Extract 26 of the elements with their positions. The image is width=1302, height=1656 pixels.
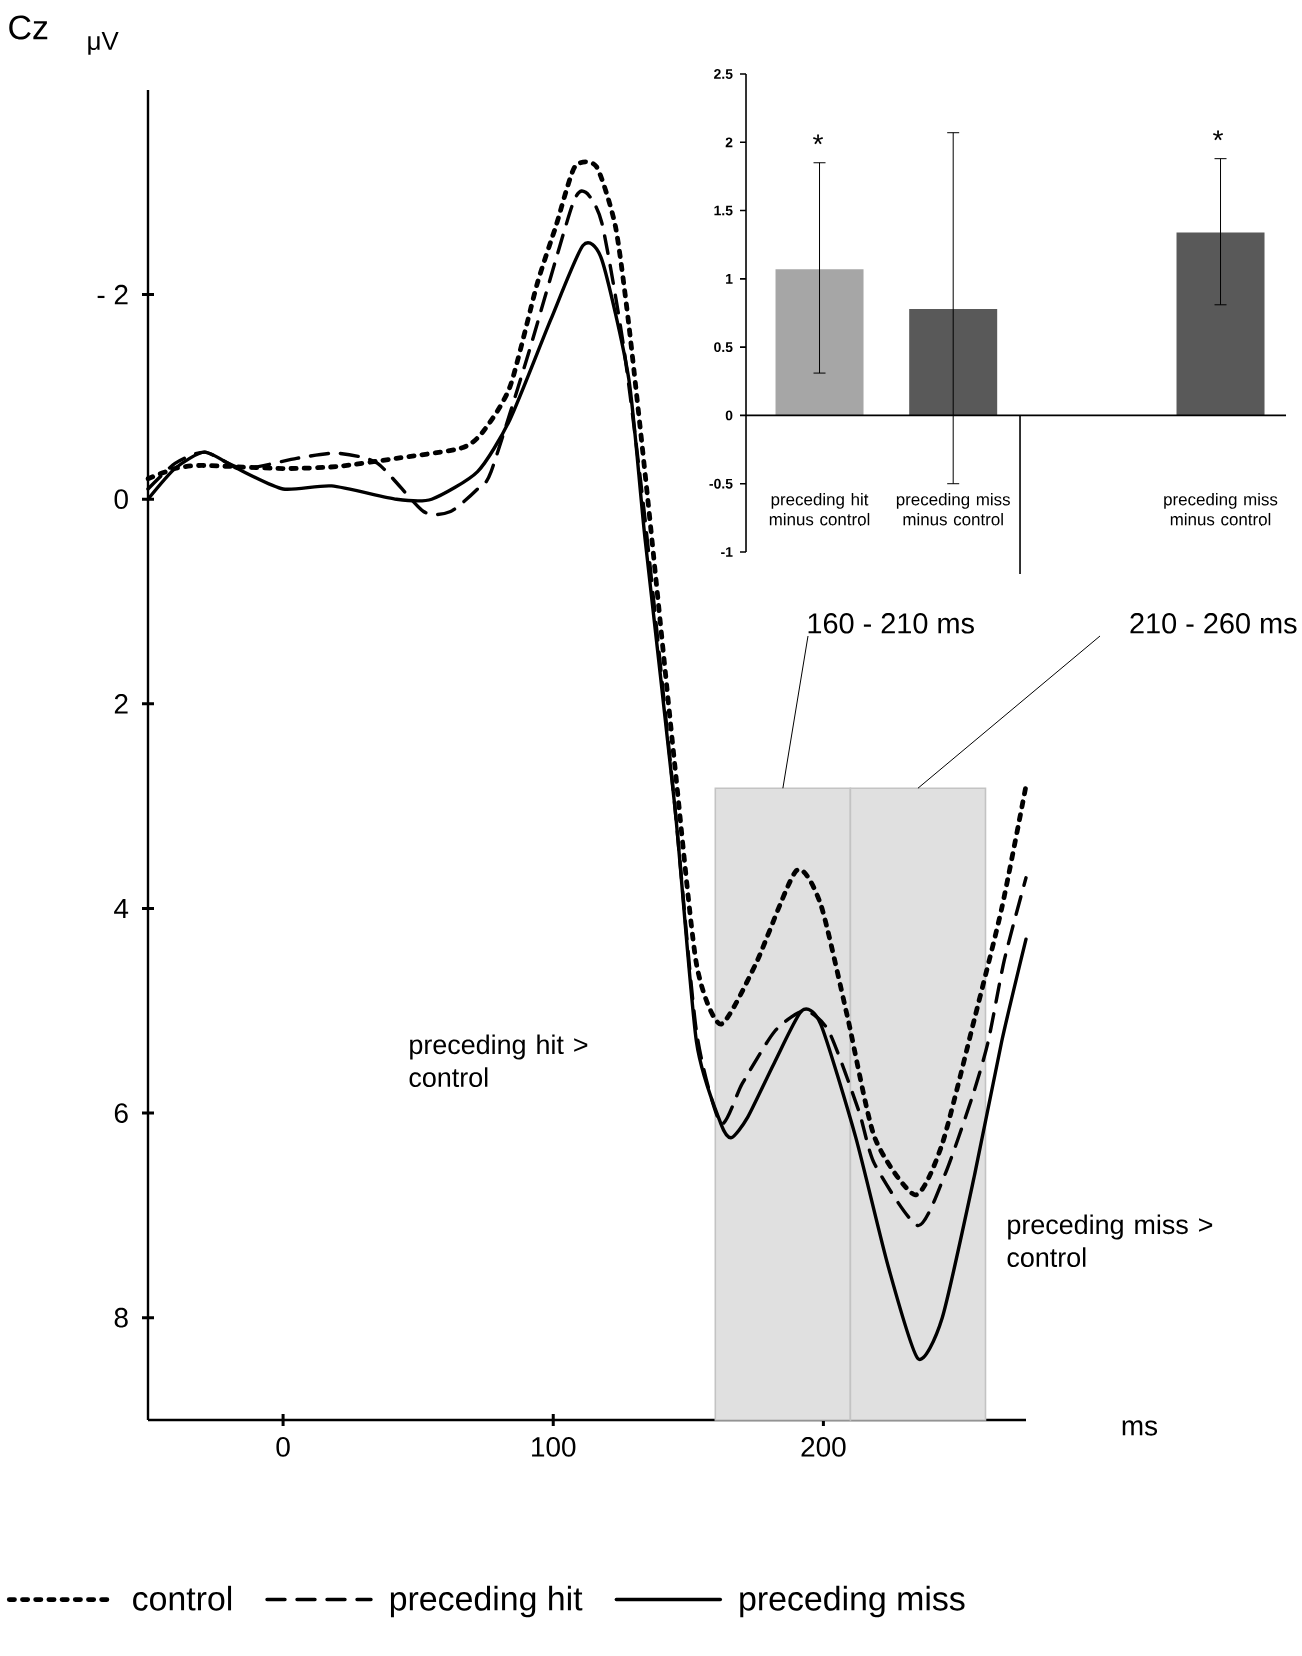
- x-tick-label: 100: [532, 1437, 576, 1457]
- legend-label: preceding hit: [390, 1585, 583, 1618]
- band-label: 210 - 260 ms: [1130, 613, 1297, 634]
- bar: [1176, 232, 1265, 416]
- y-tick-label: 4: [114, 898, 129, 919]
- y-tick-label: - 2: [97, 284, 128, 305]
- y-axis-title: μV: [88, 32, 119, 55]
- annotation: preceding miss > control: [1007, 1214, 1213, 1268]
- x-tick-label: preceding miss minus control: [1164, 493, 1278, 526]
- annotation: preceding hit > control: [409, 1034, 588, 1088]
- x-tick-label: preceding miss minus control: [896, 493, 1010, 526]
- band-label: 160 - 210 ms: [808, 613, 974, 634]
- bar: [909, 308, 998, 416]
- x-tick-label: preceding hit minus control: [769, 493, 870, 526]
- legend-label: preceding miss: [740, 1585, 965, 1618]
- annotation: *: [813, 134, 824, 145]
- y-tick-label: 2: [114, 694, 128, 714]
- bar: [775, 269, 864, 416]
- y-tick-label: 6: [114, 1103, 128, 1123]
- y-tick-label: 8: [114, 1307, 128, 1328]
- chart-title: Cz: [9, 15, 48, 40]
- x-axis-title: ms: [1122, 1420, 1158, 1436]
- x-tick-label: 200: [801, 1437, 846, 1457]
- annotation: *: [1213, 130, 1224, 141]
- legend-label: control: [133, 1585, 232, 1611]
- x-tick-label: 0: [276, 1437, 290, 1457]
